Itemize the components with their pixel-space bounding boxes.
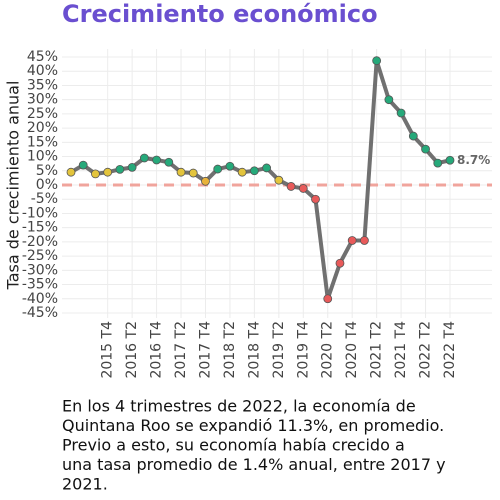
y-tick-label: 20% (27, 120, 58, 136)
chart-title: Crecimiento económico (62, 0, 378, 28)
point (164, 157, 174, 167)
y-tick-label: -20% (22, 234, 58, 250)
point (127, 162, 137, 172)
point (445, 155, 455, 165)
point (262, 163, 272, 173)
x-tick-label: 2022 T2 (418, 321, 434, 379)
point (274, 175, 284, 185)
point (78, 160, 88, 170)
point (384, 95, 394, 105)
point (188, 168, 198, 178)
point (115, 164, 125, 174)
point (298, 184, 308, 193)
x-tick-label: 2019 T4 (295, 321, 311, 379)
y-tick-label: -30% (22, 262, 58, 278)
point (360, 236, 369, 245)
y-tick-label: 40% (27, 63, 58, 79)
point (176, 167, 186, 177)
point (347, 236, 357, 245)
point (335, 258, 345, 268)
y-tick-label: -10% (22, 205, 58, 221)
point (433, 158, 443, 168)
y-tick-label: 10% (27, 149, 58, 165)
caption-line: Previo a esto, su economía había crecido… (62, 436, 405, 455)
caption-line: una tasa promedio de 1.4% anual, entre 2… (62, 455, 446, 474)
point (286, 182, 296, 191)
x-tick-label: 2017 T2 (173, 321, 189, 379)
y-tick-label: 30% (27, 92, 58, 108)
x-tick-label: 2016 T2 (124, 321, 140, 379)
line (69, 58, 451, 301)
x-tick-label: 2019 T2 (271, 321, 287, 379)
point (213, 164, 223, 174)
y-tick-label: -25% (22, 248, 58, 264)
point (323, 294, 333, 304)
point (408, 131, 418, 141)
x-tick-label: 2021 T2 (369, 321, 385, 379)
point (311, 194, 320, 204)
point (139, 153, 149, 163)
x-tick-label: 2022 T4 (442, 321, 458, 379)
y-tick-label: -45% (22, 305, 58, 321)
x-tick-label: 2017 T4 (197, 321, 213, 379)
x-tick-label: 2018 T4 (246, 321, 262, 379)
x-tick-label: 2021 T4 (393, 321, 409, 379)
caption-line: Quintana Roo se expandió 11.3%, en prome… (62, 416, 444, 435)
point (225, 161, 235, 171)
point (66, 167, 76, 177)
y-tick-label: 5% (36, 163, 58, 179)
x-tick-label: 2018 T2 (222, 321, 238, 379)
y-tick-label: 0% (36, 177, 58, 193)
x-tick-label: 2020 T2 (320, 321, 336, 379)
point (201, 176, 210, 186)
x-tick-label: 2020 T4 (344, 321, 360, 379)
y-tick-label: 35% (27, 77, 58, 93)
point (237, 167, 247, 177)
x-tick-label: 2015 T4 (100, 321, 116, 379)
caption-line: 2021. (62, 475, 108, 494)
y-tick-label: 15% (27, 134, 58, 150)
y-tick-label: -35% (22, 277, 58, 293)
x-tick-label: 2016 T4 (149, 321, 165, 379)
point (421, 144, 430, 154)
caption-line: En los 4 trimestres de 2022, la economía… (62, 397, 416, 416)
y-tick-label: 45% (27, 49, 58, 65)
y-axis-label: Tasa de crecimiento anual (4, 81, 23, 291)
point (103, 167, 113, 177)
point (249, 166, 259, 176)
point (396, 108, 406, 118)
point (91, 169, 100, 179)
y-tick-label: 25% (27, 106, 58, 122)
y-tick-label: -5% (31, 191, 58, 207)
y-tick-label: -40% (22, 291, 58, 307)
point (152, 155, 161, 165)
point (372, 56, 382, 66)
data-label: 8.7% (457, 153, 490, 167)
y-tick-label: -15% (22, 220, 58, 236)
